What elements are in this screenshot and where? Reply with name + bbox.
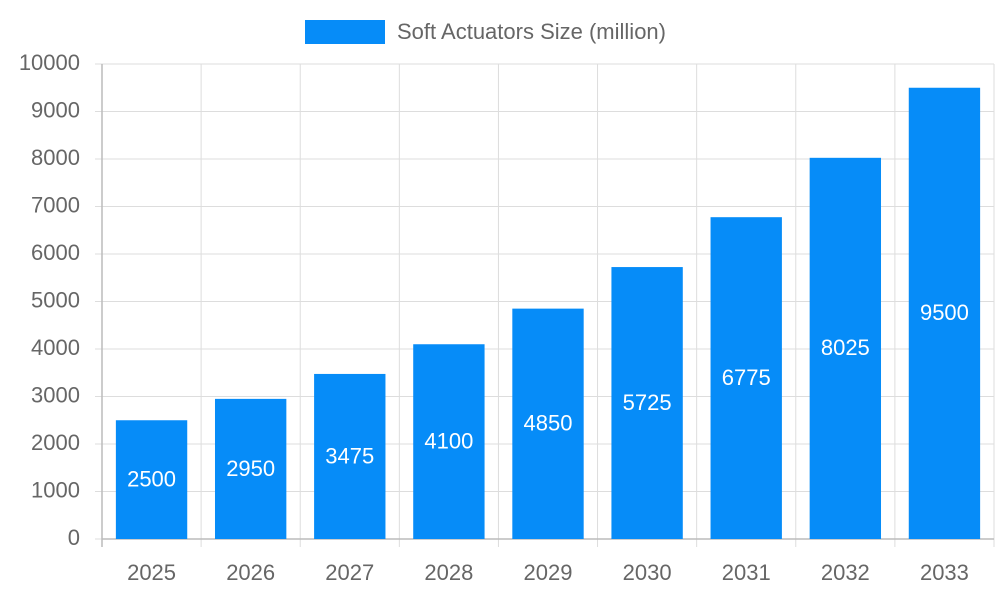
y-tick-label: 2000 [31, 430, 80, 455]
bar [611, 267, 683, 539]
x-tick-label: 2030 [623, 560, 672, 585]
y-tick-label: 3000 [31, 382, 80, 407]
y-tick-label: 8000 [31, 145, 80, 170]
bar [908, 87, 981, 539]
legend-swatch [305, 20, 385, 44]
y-tick-label: 5000 [31, 287, 80, 312]
mark-layer [115, 87, 981, 539]
data-label: 2950 [226, 456, 275, 481]
bar [314, 373, 386, 539]
bar [710, 217, 782, 539]
bar [413, 344, 485, 539]
x-tick-label: 2031 [722, 560, 771, 585]
data-label: 8025 [821, 335, 870, 360]
y-tick-label: 6000 [31, 240, 80, 265]
bar [115, 420, 188, 539]
x-tick-label: 2032 [821, 560, 870, 585]
y-tick-label: 7000 [31, 192, 80, 217]
data-label: 6775 [722, 365, 771, 390]
y-tick-label: 4000 [31, 335, 80, 360]
data-label: 3475 [325, 443, 374, 468]
data-label: 9500 [920, 300, 969, 325]
x-tick-label: 2027 [325, 560, 374, 585]
y-tick-label: 0 [68, 525, 80, 550]
legend-label: Soft Actuators Size (million) [397, 19, 666, 44]
data-label: 2500 [127, 466, 176, 491]
x-tick-label: 2033 [920, 560, 969, 585]
data-label: 5725 [623, 390, 672, 415]
bar [809, 157, 882, 539]
data-label: 4100 [424, 428, 473, 453]
bar [512, 308, 584, 539]
data-label: 4850 [524, 411, 573, 436]
x-tick-label: 2025 [127, 560, 176, 585]
y-tick-label: 9000 [31, 97, 80, 122]
x-tick-label: 2026 [226, 560, 275, 585]
x-tick-label: 2028 [424, 560, 473, 585]
y-tick-label: 1000 [31, 477, 80, 502]
x-tick-label: 2029 [524, 560, 573, 585]
y-tick-label: 10000 [19, 50, 80, 75]
bar [214, 398, 287, 539]
